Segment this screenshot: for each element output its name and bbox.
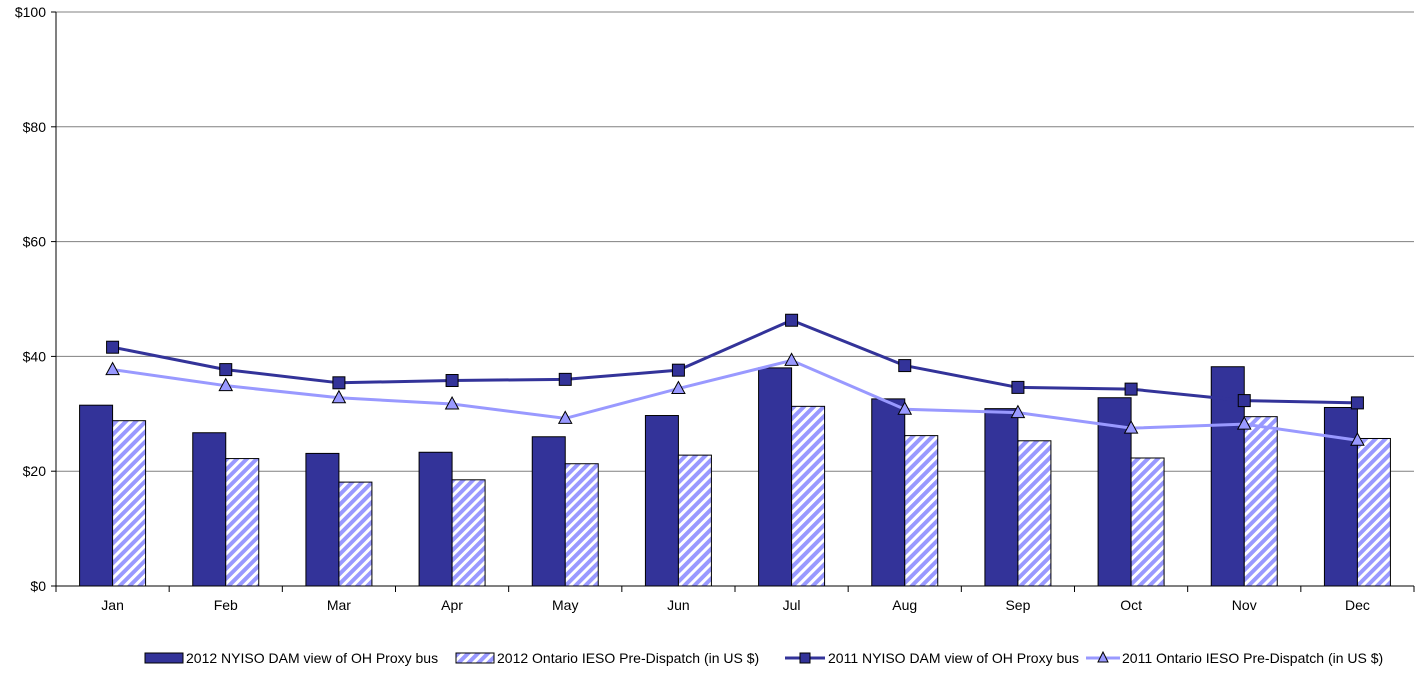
bar-2012-nyiso xyxy=(984,408,1019,587)
bar-2012-nyiso xyxy=(1097,397,1132,587)
marker-2011-ieso xyxy=(557,410,573,424)
legend-item-0: 2012 NYISO DAM view of OH Proxy bus xyxy=(144,650,438,666)
bar-2012-nyiso xyxy=(1323,406,1358,587)
marker-2011-nyiso xyxy=(1124,382,1138,396)
marker-2011-ieso xyxy=(444,395,460,410)
marker-2011-nyiso xyxy=(219,363,233,377)
x-tick-label: Nov xyxy=(1232,597,1257,613)
bar-2012-ieso xyxy=(1130,457,1165,587)
marker-2011-ieso xyxy=(784,352,799,366)
legend-label: 2011 NYISO DAM view of OH Proxy bus xyxy=(828,650,1079,666)
x-tick-label: Sep xyxy=(1005,597,1030,613)
bar-2012-ieso xyxy=(791,405,826,587)
legend-item-3: 2011 Ontario IESO Pre-Dispatch (in US $) xyxy=(1086,650,1383,666)
bar-2012-ieso xyxy=(1017,440,1052,587)
legend-swatch xyxy=(455,652,495,664)
marker-2011-nyiso xyxy=(898,359,912,373)
bar-2012-ieso xyxy=(1243,416,1278,587)
x-tick-label: May xyxy=(552,597,578,613)
marker-2011-nyiso xyxy=(106,340,120,354)
y-tick-label: $40 xyxy=(23,348,47,364)
legend-label: 2012 NYISO DAM view of OH Proxy bus xyxy=(186,650,438,666)
bar-2012-ieso xyxy=(904,435,939,587)
y-tick-label: $20 xyxy=(23,463,47,479)
x-tick-label: Jul xyxy=(783,597,801,613)
bar-2012-nyiso xyxy=(418,451,453,587)
x-tick-label: Jan xyxy=(101,597,124,613)
legend-marker xyxy=(1097,650,1109,663)
marker-2011-ieso xyxy=(1010,404,1026,419)
marker-2011-ieso xyxy=(105,361,120,376)
marker-2011-ieso xyxy=(671,380,686,395)
legend-item-2: 2011 NYISO DAM view of OH Proxy bus xyxy=(785,650,1079,666)
marker-2011-ieso xyxy=(331,389,347,404)
bar-2012-ieso xyxy=(564,463,599,587)
bar-2012-ieso xyxy=(112,420,147,587)
marker-2011-nyiso xyxy=(1011,380,1025,394)
bar-2012-nyiso xyxy=(192,432,227,587)
marker-2011-nyiso xyxy=(785,313,799,327)
y-tick-label: $80 xyxy=(23,119,47,135)
x-tick-label: Mar xyxy=(327,597,351,613)
marker-2011-ieso xyxy=(1123,420,1139,434)
x-tick-label: Dec xyxy=(1345,597,1370,613)
bar-2012-ieso xyxy=(338,481,373,587)
bar-2012-nyiso xyxy=(758,367,793,587)
tick-labels: $0 $20 $40 $60 $80 $100 Jan Feb Mar Apr May Jun Jul A… xyxy=(15,4,1370,613)
y-tick-label: $60 xyxy=(23,234,47,250)
marker-2011-nyiso xyxy=(1237,394,1251,408)
y-tick-label: $100 xyxy=(15,4,46,20)
x-tick-label: Oct xyxy=(1120,597,1142,613)
marker-2011-nyiso xyxy=(1350,396,1364,410)
bar-2012-nyiso xyxy=(531,436,566,587)
legend-label: 2011 Ontario IESO Pre-Dispatch (in US $) xyxy=(1122,650,1383,666)
axes xyxy=(51,11,1415,592)
line-2011-nyiso xyxy=(112,318,1358,405)
marker-2011-ieso xyxy=(1350,432,1365,446)
x-tick-label: Apr xyxy=(441,597,463,613)
marker-2011-ieso xyxy=(897,401,913,415)
x-tick-label: Aug xyxy=(892,597,917,613)
marker-2011-nyiso xyxy=(445,374,459,388)
y-tick-label: $0 xyxy=(30,578,46,594)
legend: 2012 NYISO DAM view of OH Proxy bus 2012 … xyxy=(144,650,1383,666)
line-2011-ieso xyxy=(112,358,1358,442)
bar-2012-ieso xyxy=(451,479,486,587)
marker-2011-nyiso xyxy=(671,363,685,377)
lines xyxy=(105,313,1365,446)
legend-marker xyxy=(799,652,811,664)
marker-2011-ieso xyxy=(1236,416,1252,430)
bars xyxy=(79,366,1391,587)
bar-2012-nyiso xyxy=(871,398,906,587)
bar-2012-ieso xyxy=(677,454,712,587)
legend-item-1: 2012 Ontario IESO Pre-Dispatch (in US $) xyxy=(455,650,759,666)
bar-2012-ieso xyxy=(1356,437,1391,587)
bar-2012-nyiso xyxy=(79,404,114,587)
bar-2012-ieso xyxy=(225,458,260,587)
gridlines xyxy=(56,11,1414,472)
x-tick-label: Jun xyxy=(667,597,690,613)
marker-2011-ieso xyxy=(218,377,234,392)
legend-swatch xyxy=(144,652,184,664)
bar-2012-nyiso xyxy=(644,415,679,587)
marker-2011-nyiso xyxy=(332,376,346,390)
legend-label: 2012 Ontario IESO Pre-Dispatch (in US $) xyxy=(497,650,759,666)
bar-2012-nyiso xyxy=(305,452,340,587)
x-tick-label: Feb xyxy=(214,597,238,613)
marker-2011-nyiso xyxy=(558,372,572,386)
